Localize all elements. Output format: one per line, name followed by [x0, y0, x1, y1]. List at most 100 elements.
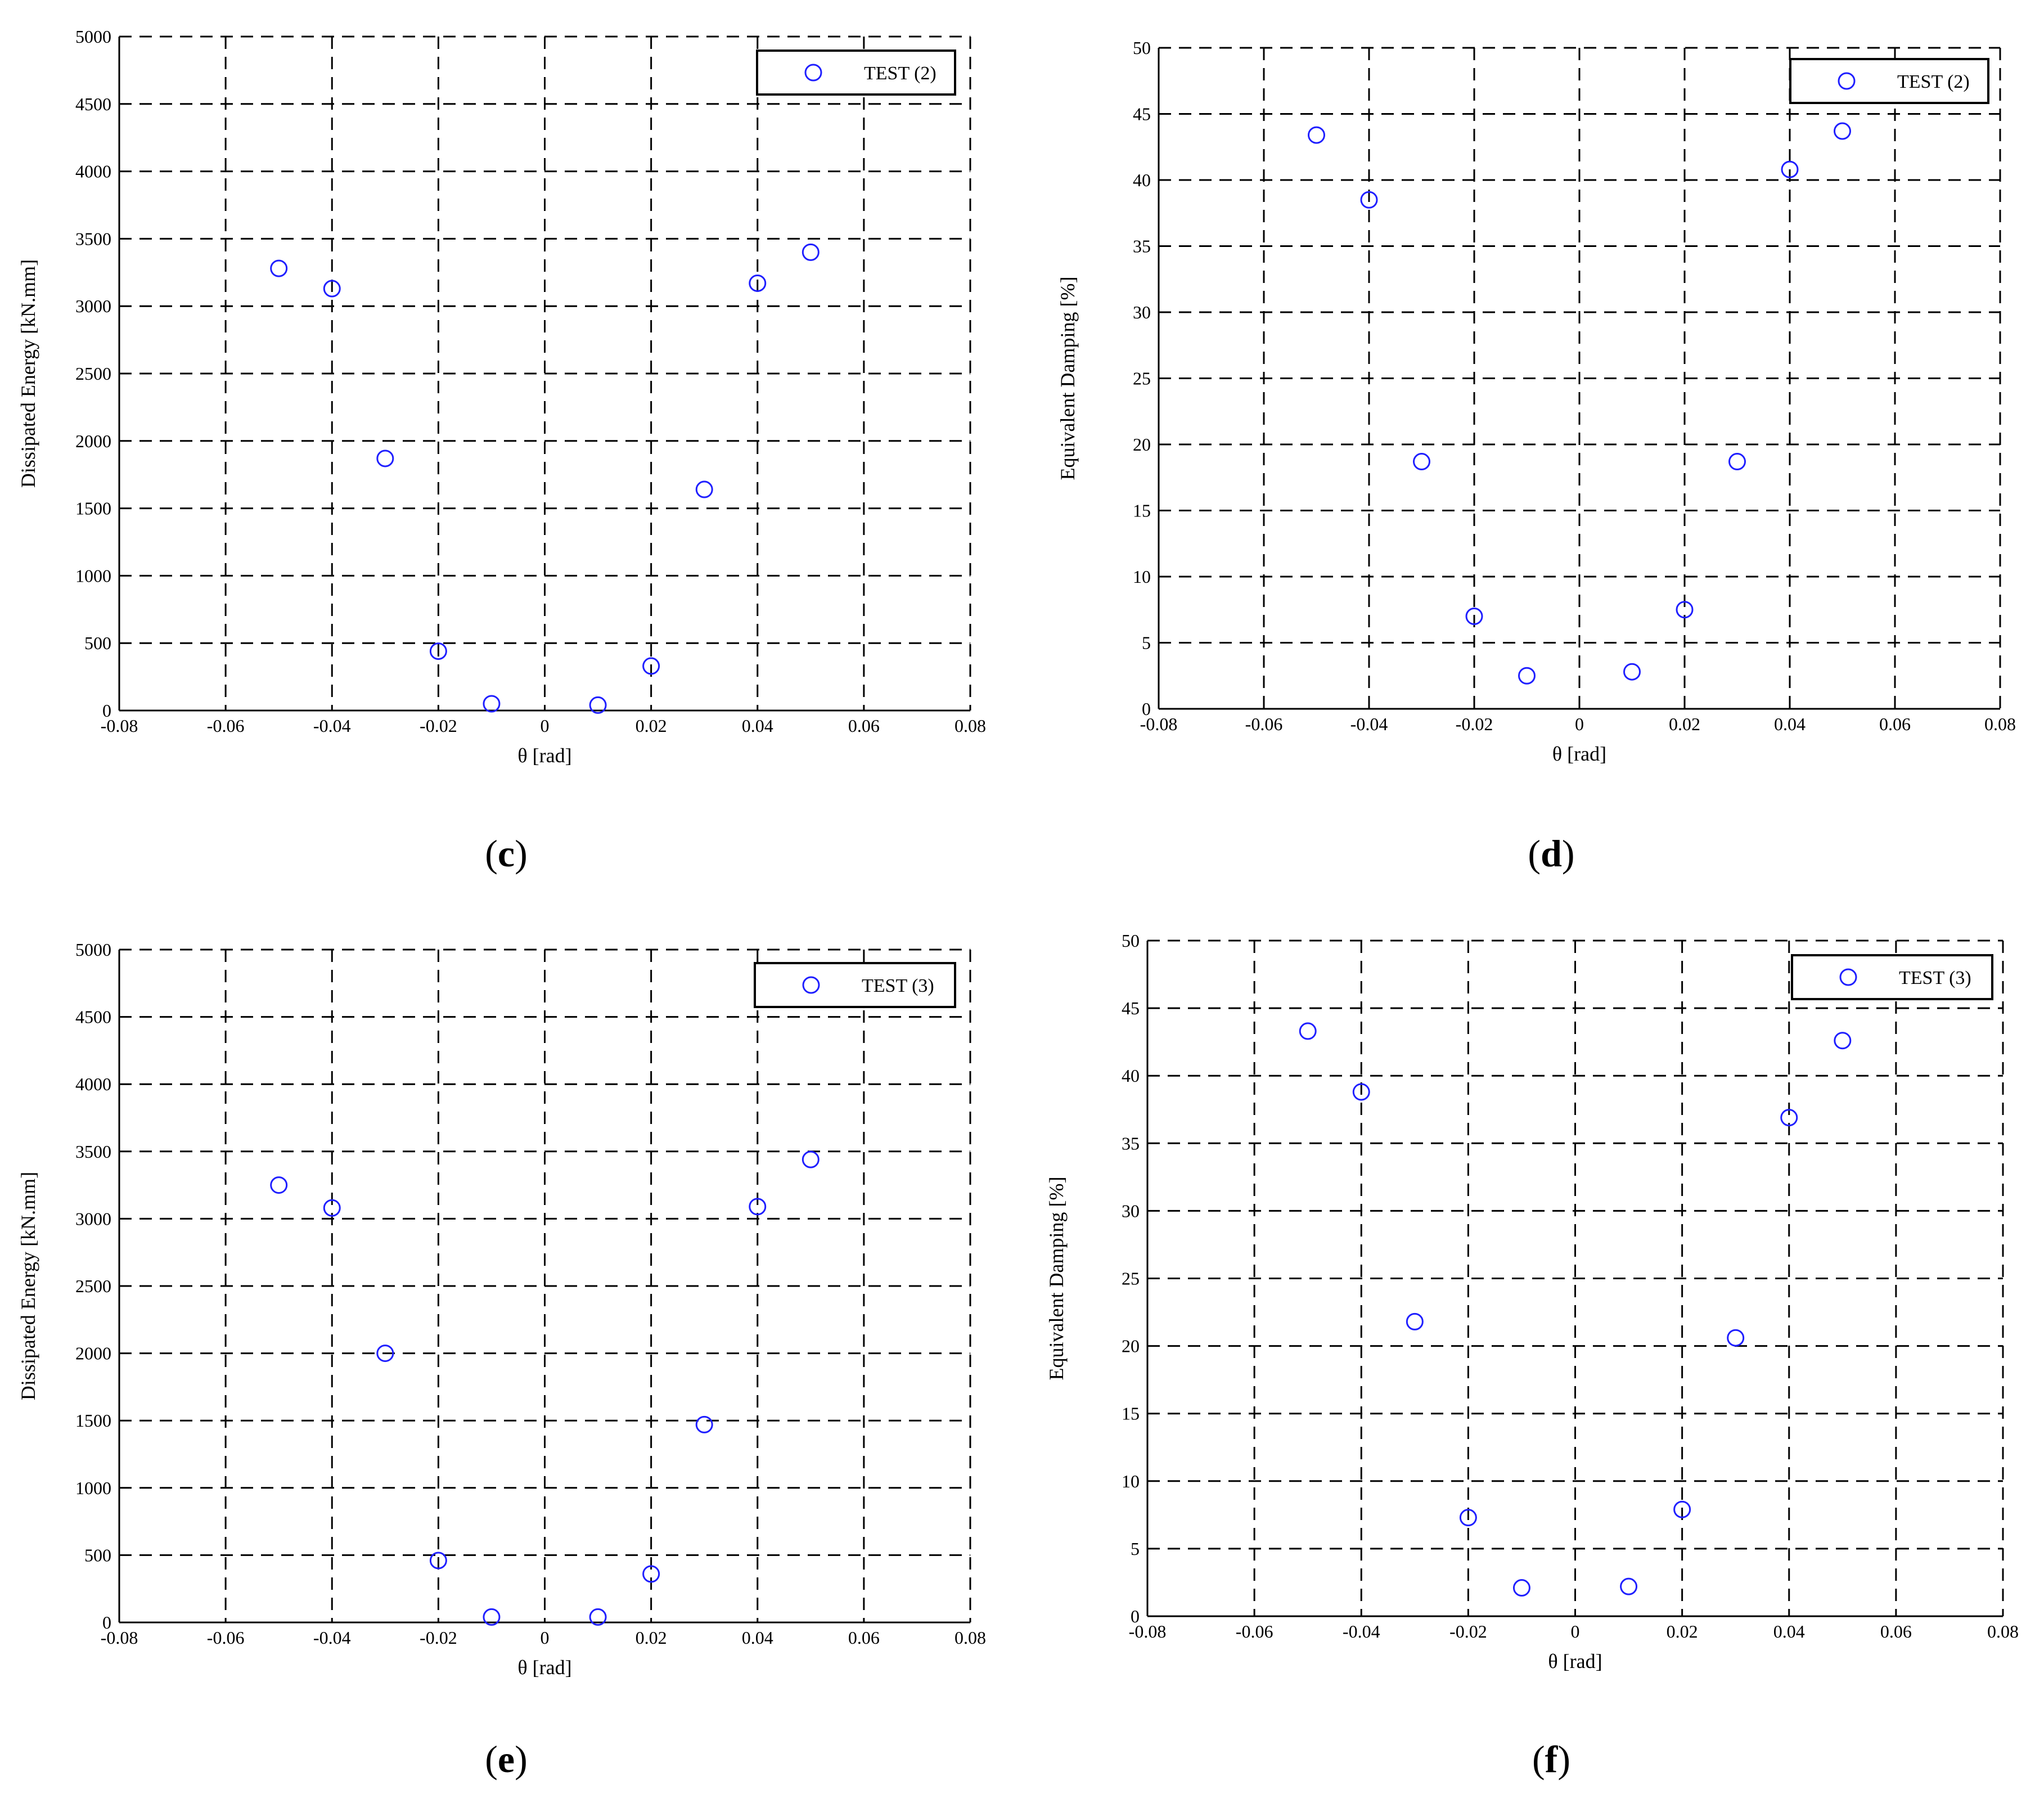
data-point [1299, 1022, 1317, 1040]
x-tick-label: 0.08 [1987, 1621, 2019, 1642]
y-tick-label: 20 [1133, 434, 1151, 455]
data-point [270, 1176, 288, 1194]
x-tick-label: 0 [1575, 714, 1584, 734]
panel-d: -0.08 -0.06 -0.04 -0.02 0 0.02 0.04 0.06 0.08 0 5 1… [1056, 38, 2016, 875]
data-point [323, 280, 341, 298]
panel-label: (f) [1532, 1738, 1570, 1780]
y-tick-label: 1500 [75, 498, 111, 519]
series-points [270, 243, 820, 714]
x-tick-label: 0.04 [1773, 1621, 1805, 1642]
y-tick-label: 1000 [75, 565, 111, 586]
x-tick-label: 0.02 [1669, 714, 1700, 734]
x-tick-label: 0 [1571, 1621, 1580, 1642]
y-tick-label: 10 [1122, 1471, 1140, 1491]
y-tick-label: 5 [1142, 633, 1151, 653]
y-tick-label: 0 [1142, 699, 1151, 719]
y-tick-label: 5000 [75, 939, 111, 960]
data-point [1728, 453, 1746, 471]
data-point [429, 642, 447, 660]
panel-letter: e [498, 1738, 515, 1780]
legend-box [1789, 58, 1989, 104]
legend: TEST (3) [754, 962, 956, 1008]
panel-label: (e) [485, 1738, 528, 1780]
data-point [323, 1199, 341, 1217]
y-tick-label: 40 [1122, 1065, 1140, 1086]
data-point [483, 695, 501, 713]
y-tick-label: 15 [1133, 501, 1151, 521]
x-tick-label: -0.06 [1245, 714, 1283, 734]
data-point [1623, 663, 1641, 681]
data-point [483, 1608, 501, 1626]
y-tick-label: 1500 [75, 1410, 111, 1431]
y-tick-label: 50 [1122, 930, 1140, 951]
y-tick-label: 10 [1133, 566, 1151, 587]
legend-box [754, 962, 956, 1008]
y-tick-label: 2500 [75, 1276, 111, 1296]
data-point [1308, 126, 1325, 144]
panel-f: -0.08 -0.06 -0.04 -0.02 0 0.02 0.04 0.06 0.08 0 5 1… [1045, 930, 2019, 1780]
data-point [1673, 1500, 1691, 1518]
x-tick-label: -0.04 [1350, 714, 1388, 734]
y-tick-label: 0 [102, 1612, 111, 1633]
legend-label: TEST (3) [862, 975, 934, 996]
grid [1158, 47, 2001, 710]
x-tick-label: -0.02 [1456, 714, 1493, 734]
y-tick-label: 0 [102, 700, 111, 721]
x-tick-label: 0.04 [742, 1627, 773, 1648]
x-tick-label: -0.02 [420, 1627, 457, 1648]
x-tick-label: -0.08 [1129, 1621, 1167, 1642]
data-point [270, 259, 288, 277]
x-tick-label: 0.04 [742, 716, 773, 736]
panel-letter: f [1545, 1738, 1559, 1780]
data-point [1727, 1329, 1745, 1347]
y-tick-label: 2000 [75, 431, 111, 451]
data-point [642, 1565, 660, 1583]
x-tick-label: 0.08 [955, 1627, 986, 1648]
y-tick-label: 5 [1131, 1539, 1140, 1559]
data-point [429, 1552, 447, 1570]
x-tick-label: -0.08 [101, 1627, 138, 1648]
legend-box [1791, 954, 1993, 1000]
x-axis-label: θ [rad] [517, 1656, 571, 1679]
y-axis-label: Dissipated Energy [kN.mm] [17, 1172, 39, 1400]
panel-letter: c [498, 832, 515, 875]
x-tick-label: -0.02 [420, 716, 457, 736]
data-point [1459, 1509, 1477, 1527]
data-point [749, 274, 767, 292]
y-tick-label: 35 [1122, 1133, 1140, 1153]
data-point [1465, 608, 1483, 625]
legend-label: TEST (2) [1897, 71, 1970, 92]
y-axis-label: Equivalent Damping [%] [1045, 1177, 1068, 1381]
panel-c: -0.08 -0.06 -0.04 -0.02 0 0.02 0.04 0.06 0.08 0 50… [17, 26, 986, 875]
data-point [1413, 453, 1430, 471]
y-tick-label: 3000 [75, 296, 111, 316]
x-tick-label: 0.08 [955, 716, 986, 736]
x-tick-label: -0.04 [1343, 1621, 1380, 1642]
y-tick-label: 50 [1133, 38, 1151, 58]
y-tick-label: 5000 [75, 26, 111, 47]
y-tick-label: 25 [1122, 1269, 1140, 1289]
legend: TEST (2) [756, 50, 956, 96]
y-tick-label: 4000 [75, 1074, 111, 1094]
data-point [376, 1345, 394, 1363]
data-point [376, 449, 394, 467]
x-tick-label: -0.08 [1140, 714, 1178, 734]
series-points [1299, 1022, 1852, 1597]
x-tick-label: -0.08 [101, 716, 138, 736]
data-point [589, 696, 607, 714]
series-points [1308, 122, 1851, 685]
legend-box [756, 50, 956, 96]
data-point [695, 480, 713, 498]
x-tick-label: 0.06 [848, 716, 880, 736]
data-point [695, 1415, 713, 1433]
data-point [1676, 601, 1694, 619]
x-tick-label: 0.08 [1984, 714, 2016, 734]
y-tick-label: 0 [1131, 1606, 1140, 1626]
y-tick-label: 1000 [75, 1478, 111, 1498]
data-point [589, 1608, 607, 1626]
y-tick-label: 15 [1122, 1404, 1140, 1424]
y-tick-label: 45 [1122, 998, 1140, 1018]
x-axis-label: θ [rad] [1548, 1650, 1602, 1672]
y-tick-label: 30 [1122, 1201, 1140, 1221]
